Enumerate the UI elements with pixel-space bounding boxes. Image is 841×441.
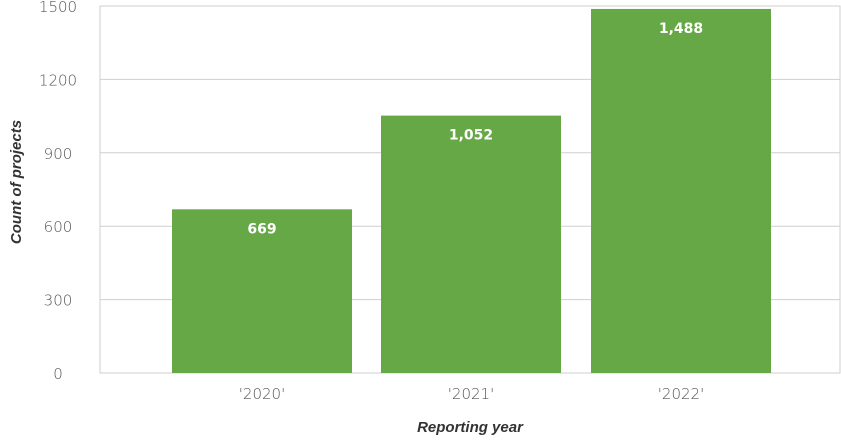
bar bbox=[172, 209, 352, 373]
y-tick-label: 900 bbox=[44, 145, 73, 163]
y-tick-label: 300 bbox=[44, 292, 73, 310]
bar-value-label: 1,488 bbox=[659, 21, 703, 37]
x-tick-label: '2020' bbox=[239, 385, 285, 403]
x-tick-label: '2021' bbox=[448, 385, 494, 403]
bar bbox=[381, 115, 561, 374]
bar-value-label: 1,052 bbox=[449, 128, 493, 144]
x-axis-title: Reporting year bbox=[417, 419, 524, 436]
y-axis-ticks: 0 300 600 900 1200 1500 bbox=[39, 0, 77, 383]
bars: 669 1,052 1,488 bbox=[172, 8, 771, 374]
y-tick-label: 1500 bbox=[39, 0, 77, 16]
bar-value-label: 669 bbox=[247, 221, 276, 237]
y-tick-label: 0 bbox=[53, 365, 63, 383]
x-axis-ticks: '2020' '2021' '2022' bbox=[239, 385, 704, 403]
bar bbox=[591, 8, 771, 373]
y-tick-label: 600 bbox=[44, 218, 73, 236]
x-tick-label: '2022' bbox=[658, 385, 704, 403]
y-axis-title: Count of projects bbox=[8, 120, 25, 244]
y-tick-label: 1200 bbox=[39, 71, 77, 89]
